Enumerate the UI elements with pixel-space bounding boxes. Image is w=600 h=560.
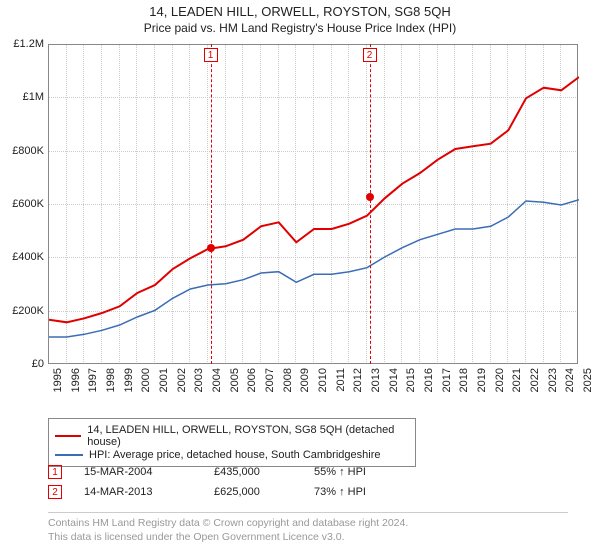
sale-marker-badge: 2 [363, 48, 377, 62]
sale-row-date: 15-MAR-2004 [84, 466, 214, 478]
chart-container: 14, LEADEN HILL, ORWELL, ROYSTON, SG8 5Q… [0, 0, 600, 560]
sale-row-badge: 2 [48, 485, 62, 499]
legend-item: 14, LEADEN HILL, ORWELL, ROYSTON, SG8 5Q… [55, 424, 409, 448]
legend-swatch [55, 435, 81, 437]
sales-table: 1 15-MAR-2004£435,00055% ↑ HPI 2 14-MAR-201… [48, 462, 424, 502]
sale-marker-badge: 1 [204, 48, 218, 62]
x-tick-label: 2019 [476, 368, 488, 392]
x-tick-label: 2004 [211, 368, 223, 392]
x-tick-label: 2021 [511, 368, 523, 392]
x-tick-label: 2017 [441, 368, 453, 392]
sale-row-price: £625,000 [214, 486, 314, 498]
chart-title: 14, LEADEN HILL, ORWELL, ROYSTON, SG8 5Q… [0, 4, 600, 19]
y-tick-label: £600K [12, 198, 44, 210]
footer-line-1: Contains HM Land Registry data © Crown c… [48, 517, 568, 531]
sale-row-ratio: 73% ↑ HPI [314, 486, 424, 498]
x-tick-label: 2012 [352, 368, 364, 392]
x-tick-label: 2023 [547, 368, 559, 392]
x-tick-label: 2006 [246, 368, 258, 392]
y-tick-label: £1.2M [13, 38, 44, 50]
x-tick-label: 2018 [458, 368, 470, 392]
x-tick-label: 2002 [176, 368, 188, 392]
x-tick-label: 2024 [564, 368, 576, 392]
y-tick-label: £1M [23, 91, 44, 103]
y-tick-label: £200K [12, 305, 44, 317]
sale-marker-dot [366, 193, 374, 201]
x-tick-label: 2011 [335, 368, 347, 392]
x-tick-label: 2013 [370, 368, 382, 392]
x-tick-label: 1996 [70, 368, 82, 392]
legend-label: 14, LEADEN HILL, ORWELL, ROYSTON, SG8 5Q… [87, 424, 409, 448]
sale-row-badge: 1 [48, 465, 62, 479]
x-tick-label: 2014 [388, 368, 400, 392]
title-block: 14, LEADEN HILL, ORWELL, ROYSTON, SG8 5Q… [0, 0, 600, 35]
x-tick-label: 2009 [299, 368, 311, 392]
x-tick-label: 2020 [494, 368, 506, 392]
legend-item: HPI: Average price, detached house, Sout… [55, 449, 409, 461]
sale-marker-line [211, 44, 212, 364]
x-tick-label: 2008 [282, 368, 294, 392]
x-tick-label: 1998 [105, 368, 117, 392]
x-tick-label: 2022 [529, 368, 541, 392]
x-tick-label: 2000 [140, 368, 152, 392]
series-svg [49, 45, 579, 365]
footer: Contains HM Land Registry data © Crown c… [48, 512, 568, 544]
x-tick-label: 2010 [317, 368, 329, 392]
plot-area [48, 44, 578, 364]
y-tick-label: £800K [12, 145, 44, 157]
legend: 14, LEADEN HILL, ORWELL, ROYSTON, SG8 5Q… [48, 418, 416, 467]
sale-marker-line [370, 44, 371, 364]
x-tick-label: 1995 [52, 368, 64, 392]
sale-row-ratio: 55% ↑ HPI [314, 466, 424, 478]
x-tick-label: 1999 [123, 368, 135, 392]
sale-row: 1 15-MAR-2004£435,00055% ↑ HPI [48, 462, 424, 482]
sale-marker-dot [207, 244, 215, 252]
x-tick-label: 2005 [229, 368, 241, 392]
x-tick-label: 2003 [193, 368, 205, 392]
sale-row-date: 14-MAR-2013 [84, 486, 214, 498]
x-tick-label: 2001 [158, 368, 170, 392]
y-tick-label: £400K [12, 251, 44, 263]
series-line [49, 77, 579, 322]
sale-row-price: £435,000 [214, 466, 314, 478]
x-tick-label: 2025 [582, 368, 594, 392]
sale-row: 2 14-MAR-2013£625,00073% ↑ HPI [48, 482, 424, 502]
legend-swatch [55, 454, 83, 456]
legend-label: HPI: Average price, detached house, Sout… [89, 449, 380, 461]
x-tick-label: 1997 [87, 368, 99, 392]
footer-line-2: This data is licensed under the Open Gov… [48, 531, 568, 545]
chart-subtitle: Price paid vs. HM Land Registry's House … [0, 21, 600, 35]
x-tick-label: 2007 [264, 368, 276, 392]
x-tick-label: 2015 [405, 368, 417, 392]
y-tick-label: £0 [32, 358, 44, 370]
series-line [49, 200, 579, 337]
x-tick-label: 2016 [423, 368, 435, 392]
